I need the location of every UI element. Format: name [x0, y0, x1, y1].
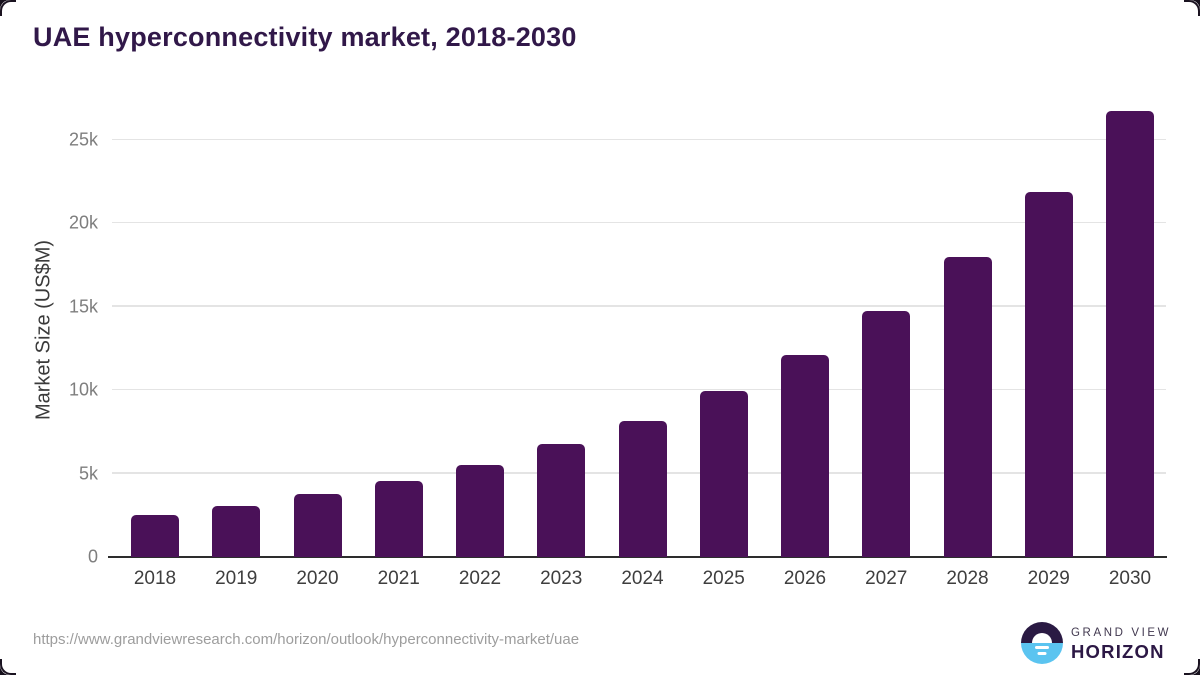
y-tick-label: 10k	[68, 379, 98, 400]
bar-2018[interactable]	[131, 515, 179, 557]
chart-title: UAE hyperconnectivity market, 2018-2030	[33, 22, 577, 52]
x-tick-label: 2030	[1108, 568, 1152, 589]
gridline-20k	[112, 221, 1166, 224]
bar-2027[interactable]	[862, 310, 911, 557]
x-tick-label: 2020	[296, 568, 339, 589]
bar-2019[interactable]	[212, 505, 261, 557]
bar-2026[interactable]	[781, 355, 829, 557]
grand-view-horizon-logo: GRAND VIEW HORIZON	[1021, 621, 1169, 665]
plot-area: 0 5k 10k 15k 20k 25k 2018 2019 2020 2021 2022 2023 2…	[69, 100, 1167, 589]
x-tick-label: 2019	[215, 568, 258, 589]
y-tick-label: 0	[87, 546, 98, 567]
gridline-25k	[112, 138, 1166, 140]
bar-2023[interactable]	[537, 444, 586, 557]
y-axis-title: Market Size (US$M)	[32, 239, 55, 421]
horizon-sunrise-icon	[1021, 622, 1063, 664]
x-tick-label: 2018	[133, 568, 177, 589]
x-tick-label: 2028	[946, 568, 989, 589]
x-tick-label: 2026	[783, 568, 827, 589]
x-tick-label: 2023	[540, 568, 583, 589]
source-url: https://www.grandviewresearch.com/horizo…	[33, 631, 580, 648]
bar-2020[interactable]	[293, 494, 342, 557]
rounded-corner-mark	[1184, 0, 1200, 16]
bar-2030[interactable]	[1106, 110, 1154, 557]
x-tick-label: 2022	[458, 568, 502, 589]
x-tick-label: 2021	[377, 568, 420, 589]
x-axis-line	[108, 556, 1167, 558]
logo-product-name: HORIZON	[1071, 641, 1165, 662]
rounded-corner-mark	[1184, 659, 1200, 675]
y-tick-label: 20k	[68, 212, 98, 233]
x-tick-label: 2024	[621, 568, 664, 589]
y-tick-label: 25k	[68, 129, 98, 150]
reflection-line	[1035, 645, 1049, 649]
reflection-line	[1037, 651, 1047, 655]
logo-brand-name: GRAND VIEW	[1071, 627, 1172, 639]
gridline-10k	[112, 388, 1166, 391]
bar-2025[interactable]	[699, 391, 748, 557]
sun-dome-shape	[1032, 633, 1052, 643]
rounded-corner-mark	[0, 659, 16, 675]
bar-2021[interactable]	[374, 480, 423, 557]
x-tick-label: 2027	[865, 568, 908, 589]
bar-2028[interactable]	[943, 256, 992, 557]
bar-2029[interactable]	[1024, 192, 1073, 557]
bar-2022[interactable]	[456, 464, 504, 557]
y-tick-label: 5k	[78, 463, 98, 484]
x-tick-label: 2029	[1027, 568, 1070, 589]
gridline-15k	[112, 305, 1166, 307]
logo-text: GRAND VIEW HORIZON	[1071, 627, 1171, 663]
x-tick-label: 2025	[702, 568, 745, 589]
rounded-corner-mark	[0, 0, 16, 16]
bar-2024[interactable]	[618, 420, 667, 557]
y-tick-label: 15k	[68, 296, 98, 317]
